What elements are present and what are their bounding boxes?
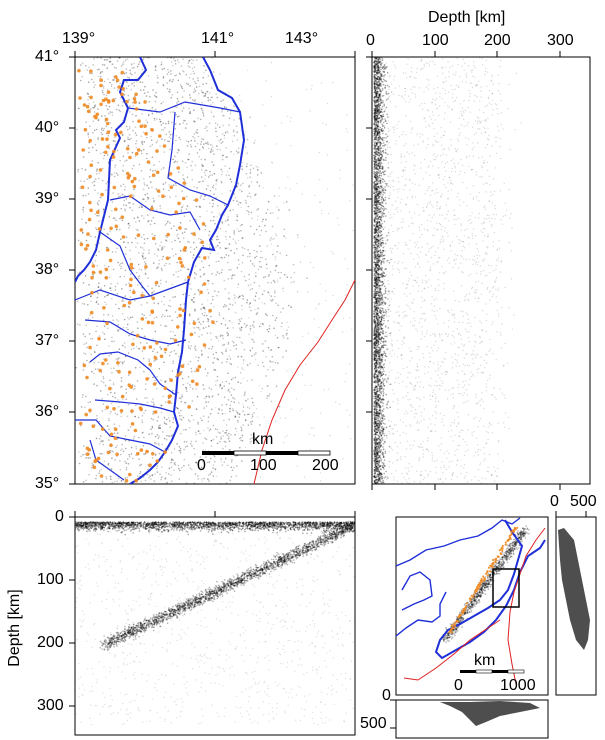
lat-tick-37: 37° bbox=[35, 332, 60, 349]
lon-tick-141: 141° bbox=[201, 30, 235, 47]
lat-tick-39: 39° bbox=[35, 190, 60, 207]
map-scalebar-label-100: 100 bbox=[250, 457, 277, 474]
map-scalebar-title: km bbox=[252, 431, 274, 448]
inset-bottom-tick-0: 0 bbox=[382, 687, 391, 704]
depth-lon-ylabel: Depth [km] bbox=[6, 589, 23, 667]
station-markers bbox=[77, 68, 215, 483]
depth-lon-tick-300: 300 bbox=[37, 697, 64, 714]
inset-japan-outline bbox=[434, 519, 546, 660]
depth-lon-frame bbox=[74, 516, 356, 736]
depth-lat-ticks bbox=[366, 51, 561, 490]
inset-scalebar-title: km bbox=[474, 652, 496, 669]
depth-lat-seismicity bbox=[372, 57, 522, 484]
inset-scalebar-label-0: 0 bbox=[454, 677, 463, 694]
map-scalebar bbox=[202, 450, 331, 456]
inset-right-profile bbox=[558, 528, 590, 650]
coastline bbox=[75, 57, 246, 484]
depth-lat-tick-300: 300 bbox=[547, 32, 574, 49]
inset-trench bbox=[403, 527, 546, 685]
depth-lon-ticks bbox=[69, 511, 356, 707]
depth-lat-tick-0: 0 bbox=[366, 32, 375, 49]
lat-tick-35: 35° bbox=[35, 475, 60, 492]
trench-line bbox=[253, 279, 355, 484]
depth-lon-tick-100: 100 bbox=[37, 571, 64, 588]
map-scalebar-label-200: 200 bbox=[312, 457, 339, 474]
depth-lon-seismicity bbox=[75, 520, 355, 726]
depth-lat-tick-100: 100 bbox=[422, 32, 449, 49]
lat-tick-36: 36° bbox=[35, 403, 60, 420]
inset-study-box bbox=[492, 568, 520, 608]
lon-tick-143: 143° bbox=[285, 30, 319, 47]
map-seismicity bbox=[75, 57, 354, 484]
depth-lat-xlabel: Depth [km] bbox=[428, 9, 506, 26]
map-frame bbox=[74, 56, 356, 485]
depth-lat-tick-200: 200 bbox=[484, 32, 511, 49]
map-scalebar-label-0: 0 bbox=[197, 457, 206, 474]
depth-lon-tick-200: 200 bbox=[37, 634, 64, 651]
depth-lon-tick-0: 0 bbox=[55, 508, 64, 525]
inset-bottom-profile bbox=[440, 701, 540, 726]
lat-tick-38: 38° bbox=[35, 261, 60, 278]
inset-scalebar-label-1000: 1000 bbox=[500, 677, 536, 694]
inset-right-tick-0: 0 bbox=[550, 493, 559, 510]
depth-lat-frame bbox=[371, 56, 591, 485]
prefecture-borders bbox=[75, 101, 241, 481]
inset-bottom-tick-500: 500 bbox=[360, 715, 387, 732]
inset-stations bbox=[448, 526, 519, 634]
inset-right-tick-500: 500 bbox=[570, 493, 597, 510]
lat-tick-40: 40° bbox=[35, 119, 60, 136]
lon-tick-139: 139° bbox=[62, 30, 96, 47]
map-ticks bbox=[69, 51, 356, 485]
inset-scalebar bbox=[460, 669, 525, 674]
lat-tick-41: 41° bbox=[35, 48, 60, 65]
